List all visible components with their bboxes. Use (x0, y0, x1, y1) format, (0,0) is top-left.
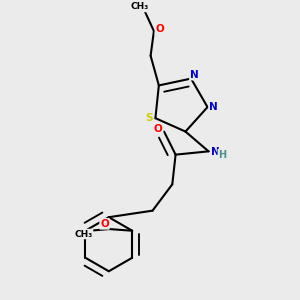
Text: N: N (209, 102, 218, 112)
Text: O: O (154, 124, 163, 134)
Text: N: N (190, 70, 199, 80)
Text: O: O (155, 24, 164, 34)
Text: H: H (218, 150, 226, 160)
Text: CH₃: CH₃ (131, 2, 149, 11)
Text: O: O (100, 219, 109, 229)
Text: S: S (146, 112, 153, 122)
Text: N: N (212, 147, 220, 157)
Text: CH₃: CH₃ (74, 230, 93, 238)
